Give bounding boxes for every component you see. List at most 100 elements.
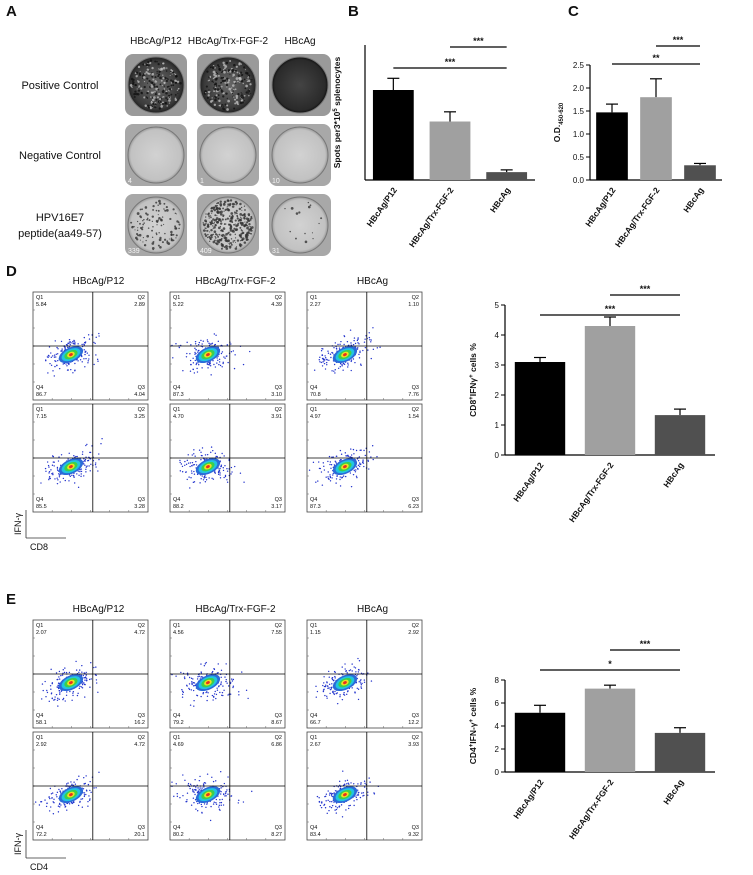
spot xyxy=(206,70,208,72)
event-dot xyxy=(356,675,357,676)
spot xyxy=(248,223,250,225)
event-dot xyxy=(61,788,62,789)
quadrant-name: Q2 xyxy=(412,407,419,413)
spot xyxy=(157,96,159,98)
column-header: HBcAg/P12 xyxy=(73,604,125,615)
panel-letter: A xyxy=(6,3,17,20)
event-dot xyxy=(358,699,359,700)
event-dot xyxy=(340,476,341,477)
event-dot xyxy=(330,354,331,355)
event-dot xyxy=(338,368,339,369)
event-dot xyxy=(347,780,348,781)
event-dot xyxy=(203,692,204,693)
spot xyxy=(244,95,246,97)
spot xyxy=(166,80,168,82)
event-dot xyxy=(89,800,90,801)
event-dot xyxy=(327,686,328,687)
event-dot xyxy=(360,463,361,464)
spot xyxy=(152,221,153,222)
event-dot xyxy=(323,689,324,690)
event-dot xyxy=(194,682,195,683)
event-dot xyxy=(63,669,64,670)
event-dot xyxy=(182,370,183,371)
event-dot xyxy=(323,462,324,463)
event-dot xyxy=(215,802,216,803)
event-dot xyxy=(368,777,369,778)
spot xyxy=(163,208,164,209)
event-dot xyxy=(322,484,323,485)
quadrant-value: 4.04 xyxy=(134,392,145,398)
spot xyxy=(156,210,158,212)
spot xyxy=(246,227,249,230)
event-dot xyxy=(96,682,97,683)
spot xyxy=(225,233,228,236)
spot xyxy=(175,75,178,78)
event-dot xyxy=(189,689,190,690)
event-dot xyxy=(227,482,228,483)
event-dot xyxy=(83,788,84,789)
quadrant-value: 88.2 xyxy=(173,504,184,510)
y-axis-label-part: IFN-γ xyxy=(468,722,478,744)
event-dot xyxy=(351,361,352,362)
event-dot xyxy=(69,803,70,804)
event-dot xyxy=(186,464,187,465)
spot xyxy=(172,74,173,75)
event-dot xyxy=(238,802,239,803)
spot xyxy=(236,210,238,212)
x-axis-label: CD8 xyxy=(30,542,48,552)
spot xyxy=(150,85,153,88)
event-dot xyxy=(88,360,89,361)
spot xyxy=(238,62,240,64)
event-dot xyxy=(85,342,86,343)
spot xyxy=(244,221,245,222)
event-dot xyxy=(240,473,241,474)
event-dot xyxy=(57,483,58,484)
spot xyxy=(145,212,147,214)
event-dot xyxy=(82,684,83,685)
event-dot xyxy=(342,666,343,667)
spot xyxy=(221,248,223,250)
spot xyxy=(211,97,212,98)
event-dot xyxy=(79,688,80,689)
event-dot xyxy=(53,799,54,800)
spot xyxy=(215,86,217,88)
quadrant-value: 80.2 xyxy=(173,832,184,838)
event-dot xyxy=(49,476,50,477)
event-dot xyxy=(94,343,95,344)
y-axis-label: CD4+IFN-γ+ cells % xyxy=(468,687,478,764)
spot xyxy=(233,240,234,241)
event-dot xyxy=(211,446,212,447)
event-dot xyxy=(190,370,191,371)
event-dot xyxy=(93,342,94,343)
spot xyxy=(175,227,177,229)
spot-count: 4 xyxy=(128,178,132,185)
event-dot xyxy=(225,476,226,477)
event-dot xyxy=(176,783,177,784)
event-dot xyxy=(186,799,187,800)
spot xyxy=(214,222,215,223)
event-dot xyxy=(329,684,330,685)
event-dot xyxy=(336,812,337,813)
event-dot xyxy=(50,669,51,670)
spot xyxy=(232,222,233,223)
spot xyxy=(244,241,247,244)
spot xyxy=(216,243,219,246)
event-dot xyxy=(334,691,335,692)
event-dot xyxy=(325,368,326,369)
spot xyxy=(284,208,285,209)
event-dot xyxy=(88,465,89,466)
event-dot xyxy=(51,797,52,798)
event-dot xyxy=(56,365,57,366)
spot xyxy=(176,234,178,236)
event-dot xyxy=(85,459,86,460)
event-dot xyxy=(58,688,59,689)
quadrant-value: 4.39 xyxy=(271,302,282,308)
event-dot xyxy=(320,468,321,469)
event-dot xyxy=(208,343,209,344)
spot xyxy=(213,78,215,80)
event-dot xyxy=(73,343,74,344)
spot xyxy=(206,86,208,88)
spot xyxy=(161,80,163,82)
event-dot xyxy=(329,801,330,802)
event-dot xyxy=(189,788,190,789)
